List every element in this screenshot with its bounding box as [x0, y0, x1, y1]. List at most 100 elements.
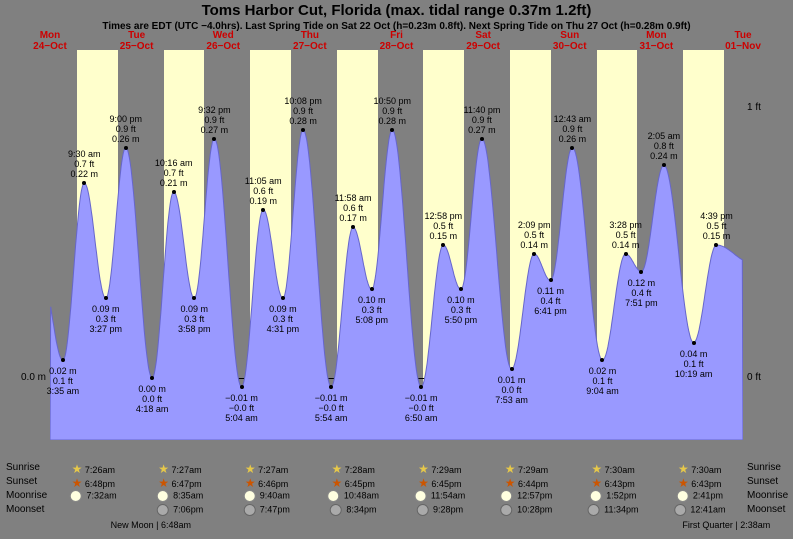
astro-time: ★ 7:30am — [678, 462, 721, 476]
peak-dot — [61, 358, 65, 362]
peak-dot — [639, 270, 643, 274]
peak-dot — [261, 208, 265, 212]
moonset-icon — [417, 504, 429, 516]
moonset-icon — [157, 504, 169, 516]
peak-label: 0.12 m0.4 ft7:51 pm — [625, 278, 658, 308]
astro-time: 10:48am — [327, 490, 379, 502]
peak-dot — [329, 385, 333, 389]
astro-row-label-left: Sunset — [6, 476, 37, 487]
peak-label: 4:39 pm0.5 ft0.15 m — [700, 211, 733, 241]
astro-row-label-right: Moonrise — [747, 490, 788, 501]
astro-row-label-right: Moonset — [747, 504, 785, 515]
peak-label: 10:50 pm0.9 ft0.28 m — [374, 96, 412, 126]
peak-label: 11:05 am0.6 ft0.19 m — [245, 176, 282, 206]
y-tick-right: 0 ft — [747, 372, 761, 383]
y-tick-left: 0.0 m — [21, 372, 46, 383]
peak-dot — [714, 243, 718, 247]
peak-label: 12:43 am0.9 ft0.26 m — [554, 114, 592, 144]
peak-dot — [240, 385, 244, 389]
chart-title: Toms Harbor Cut, Florida (max. tidal ran… — [0, 2, 793, 19]
peak-dot — [192, 296, 196, 300]
peak-dot — [301, 128, 305, 132]
peak-dot — [104, 296, 108, 300]
astro-time: ★ 6:47pm — [158, 476, 201, 490]
astro-time: 9:28pm — [417, 504, 464, 516]
astro-time: 8:35am — [157, 490, 204, 502]
peak-label: 0.00 m0.0 ft4:18 am — [136, 384, 169, 414]
day-label: Mon31−Oct — [626, 30, 686, 52]
sunrise-icon: ★ — [418, 462, 429, 476]
sunrise-icon: ★ — [678, 462, 689, 476]
peak-dot — [124, 146, 128, 150]
astro-row-label-right: Sunset — [747, 476, 778, 487]
peak-label: 12:58 pm0.5 ft0.15 m — [425, 211, 463, 241]
astro-row-label-left: Moonset — [6, 504, 44, 515]
astro-time: 11:34pm — [588, 504, 639, 516]
sunrise-icon: ★ — [158, 462, 169, 476]
astro-time: ★ 6:48pm — [72, 476, 115, 490]
day-label: Wed26−Oct — [193, 30, 253, 52]
plot-area: 0.02 m0.1 ft3:35 am9:30 am0.7 ft0.22 m0.… — [50, 50, 743, 440]
peak-dot — [390, 128, 394, 132]
astro-time: ★ 6:43pm — [678, 476, 721, 490]
y-tick-right: 1 ft — [747, 102, 761, 113]
peak-label: 10:08 pm0.9 ft0.28 m — [284, 96, 322, 126]
moonrise-icon — [414, 490, 426, 502]
tide-chart: Toms Harbor Cut, Florida (max. tidal ran… — [0, 0, 793, 539]
moonset-icon — [588, 504, 600, 516]
moon-phase-label: New Moon | 6:48am — [111, 520, 191, 530]
astro-time: ★ 6:45pm — [332, 476, 375, 490]
peak-dot — [441, 243, 445, 247]
peak-dot — [351, 225, 355, 229]
astro-row-label-left: Moonrise — [6, 490, 47, 501]
peak-label: 2:05 am0.8 ft0.24 m — [648, 131, 681, 161]
sunset-icon: ★ — [72, 476, 83, 490]
peak-dot — [172, 190, 176, 194]
peak-dot — [692, 341, 696, 345]
sunrise-icon: ★ — [245, 462, 256, 476]
peak-dot — [281, 296, 285, 300]
astro-time: 7:06pm — [157, 504, 204, 516]
astro-time: 10:28pm — [501, 504, 553, 516]
astro-time: 12:57pm — [501, 490, 553, 502]
peak-dot — [624, 252, 628, 256]
astro-time: ★ 7:27am — [158, 462, 201, 476]
peak-dot — [419, 385, 423, 389]
astro-time: 7:47pm — [243, 504, 290, 516]
peak-label: 0.10 m0.3 ft5:08 pm — [355, 295, 388, 325]
day-label: Fri28−Oct — [367, 30, 427, 52]
astro-time: 11:54am — [414, 490, 465, 502]
sunset-icon: ★ — [591, 476, 602, 490]
sunset-icon: ★ — [332, 476, 343, 490]
moonrise-icon — [501, 490, 513, 502]
peak-label: 0.10 m0.3 ft5:50 pm — [445, 295, 478, 325]
peak-dot — [532, 252, 536, 256]
astro-time: ★ 6:44pm — [505, 476, 548, 490]
sunset-icon: ★ — [418, 476, 429, 490]
day-label: Mon24−Oct — [20, 30, 80, 52]
sunrise-icon: ★ — [332, 462, 343, 476]
peak-label: 0.02 m0.1 ft3:35 am — [47, 366, 80, 396]
moonset-icon — [243, 504, 255, 516]
day-label: Tue01−Nov — [713, 30, 773, 52]
peak-label: 3:28 pm0.5 ft0.14 m — [609, 220, 642, 250]
peak-dot — [600, 358, 604, 362]
sunrise-icon: ★ — [591, 462, 602, 476]
sunset-icon: ★ — [678, 476, 689, 490]
sunrise-icon: ★ — [505, 462, 516, 476]
moonrise-icon — [676, 490, 688, 502]
peak-label: 9:00 pm0.9 ft0.26 m — [110, 114, 143, 144]
moonrise-icon — [157, 490, 169, 502]
peak-label: 11:58 am0.6 ft0.17 m — [335, 193, 372, 223]
astro-time: 9:40am — [243, 490, 290, 502]
astro-time: 8:34pm — [330, 504, 377, 516]
peak-label: 0.09 m0.3 ft3:27 pm — [89, 304, 122, 334]
peak-dot — [370, 287, 374, 291]
astro-time: 1:52pm — [590, 490, 637, 502]
astro-time: ★ 7:29am — [505, 462, 548, 476]
astro-time: ★ 7:29am — [418, 462, 461, 476]
peak-label: −0.01 m−0.0 ft5:04 am — [225, 393, 258, 423]
day-label: Tue25−Oct — [107, 30, 167, 52]
peak-dot — [549, 278, 553, 282]
moonrise-icon — [590, 490, 602, 502]
